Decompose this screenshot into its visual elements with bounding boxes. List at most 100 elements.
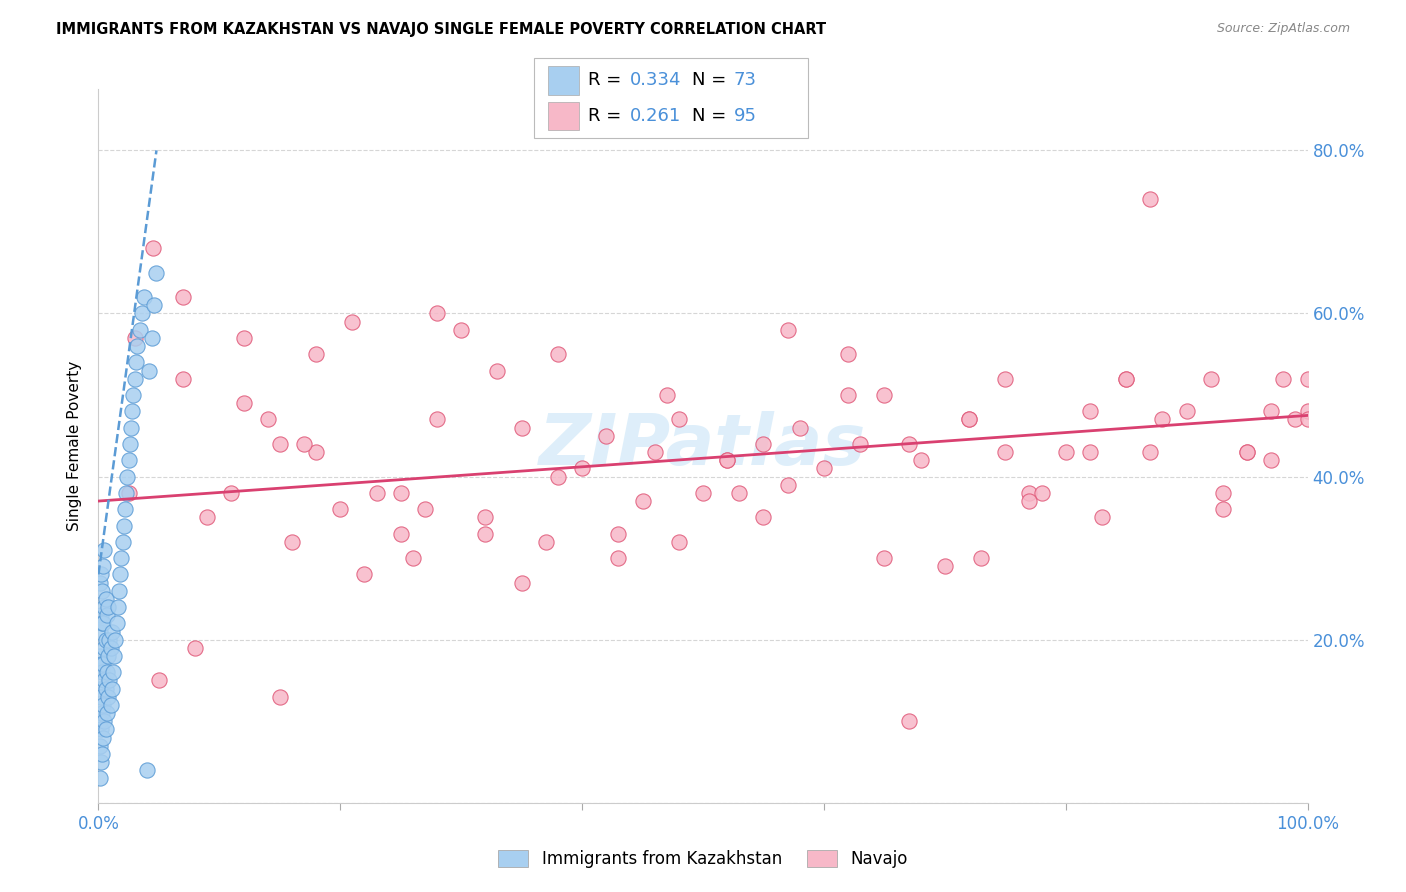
Point	[934, 559, 956, 574]
Point	[131, 306, 153, 320]
Point	[128, 323, 150, 337]
Point	[1139, 192, 1161, 206]
Point	[91, 657, 114, 672]
Point	[1054, 445, 1077, 459]
Point	[897, 714, 920, 729]
Point	[100, 624, 122, 639]
Point	[94, 632, 117, 647]
Point	[112, 518, 135, 533]
Point	[195, 510, 218, 524]
Point	[100, 681, 122, 696]
Point	[97, 648, 120, 663]
Point	[776, 323, 799, 337]
Point	[1031, 486, 1053, 500]
Point	[366, 486, 388, 500]
Point	[93, 714, 115, 729]
Point	[534, 534, 557, 549]
Point	[100, 640, 122, 655]
Point	[1018, 486, 1040, 500]
Point	[655, 388, 678, 402]
Text: ZIPatlas: ZIPatlas	[540, 411, 866, 481]
Point	[1175, 404, 1198, 418]
Point	[142, 241, 165, 255]
Text: 0.261: 0.261	[630, 107, 681, 125]
Point	[96, 665, 118, 680]
Point	[118, 453, 141, 467]
Point	[281, 534, 304, 549]
Point	[93, 543, 115, 558]
Point	[389, 526, 412, 541]
Point	[90, 690, 112, 704]
Text: 73: 73	[734, 71, 756, 89]
Point	[89, 739, 111, 753]
Point	[97, 690, 120, 704]
Point	[91, 559, 114, 574]
Point	[138, 363, 160, 377]
Point	[96, 706, 118, 720]
Point	[124, 372, 146, 386]
Point	[269, 437, 291, 451]
Point	[93, 673, 115, 688]
Point	[135, 763, 157, 777]
Point	[897, 437, 920, 451]
Point	[98, 632, 121, 647]
Point	[104, 632, 127, 647]
Point	[342, 315, 364, 329]
Point	[595, 429, 617, 443]
Point	[127, 339, 149, 353]
Point	[90, 608, 112, 623]
Point	[94, 591, 117, 606]
Point	[90, 755, 112, 769]
Y-axis label: Single Female Poverty: Single Female Poverty	[67, 361, 83, 531]
Point	[1212, 502, 1234, 516]
Point	[89, 624, 111, 639]
Point	[101, 665, 124, 680]
Point	[91, 583, 114, 598]
Point	[141, 331, 163, 345]
Point	[329, 502, 352, 516]
Point	[90, 567, 112, 582]
Point	[426, 306, 449, 320]
Point	[510, 420, 533, 434]
Point	[837, 347, 859, 361]
Point	[91, 665, 114, 680]
Point	[115, 486, 138, 500]
Point	[232, 396, 254, 410]
Point	[143, 298, 166, 312]
Legend: Immigrants from Kazakhstan, Navajo: Immigrants from Kazakhstan, Navajo	[492, 843, 914, 875]
Point	[450, 323, 472, 337]
Point	[97, 600, 120, 615]
Point	[108, 567, 131, 582]
Text: R =: R =	[588, 107, 627, 125]
Point	[994, 372, 1017, 386]
Point	[94, 723, 117, 737]
Point	[631, 494, 654, 508]
Point	[389, 486, 412, 500]
Point	[413, 502, 436, 516]
Point	[90, 657, 112, 672]
Point	[172, 290, 194, 304]
Point	[1212, 486, 1234, 500]
Point	[93, 600, 115, 615]
Point	[873, 551, 896, 566]
Point	[125, 355, 148, 369]
Point	[98, 673, 121, 688]
Point	[292, 437, 315, 451]
Point	[1260, 453, 1282, 467]
Point	[1152, 412, 1174, 426]
Point	[716, 453, 738, 467]
Point	[120, 420, 142, 434]
Point	[1018, 494, 1040, 508]
Point	[607, 551, 630, 566]
Point	[305, 445, 328, 459]
Point	[849, 437, 872, 451]
Point	[1091, 510, 1114, 524]
Point	[96, 608, 118, 623]
Point	[89, 648, 111, 663]
Point	[121, 404, 143, 418]
Point	[1139, 445, 1161, 459]
Point	[1078, 445, 1101, 459]
Point	[114, 502, 136, 516]
Text: 95: 95	[734, 107, 756, 125]
Point	[752, 510, 775, 524]
